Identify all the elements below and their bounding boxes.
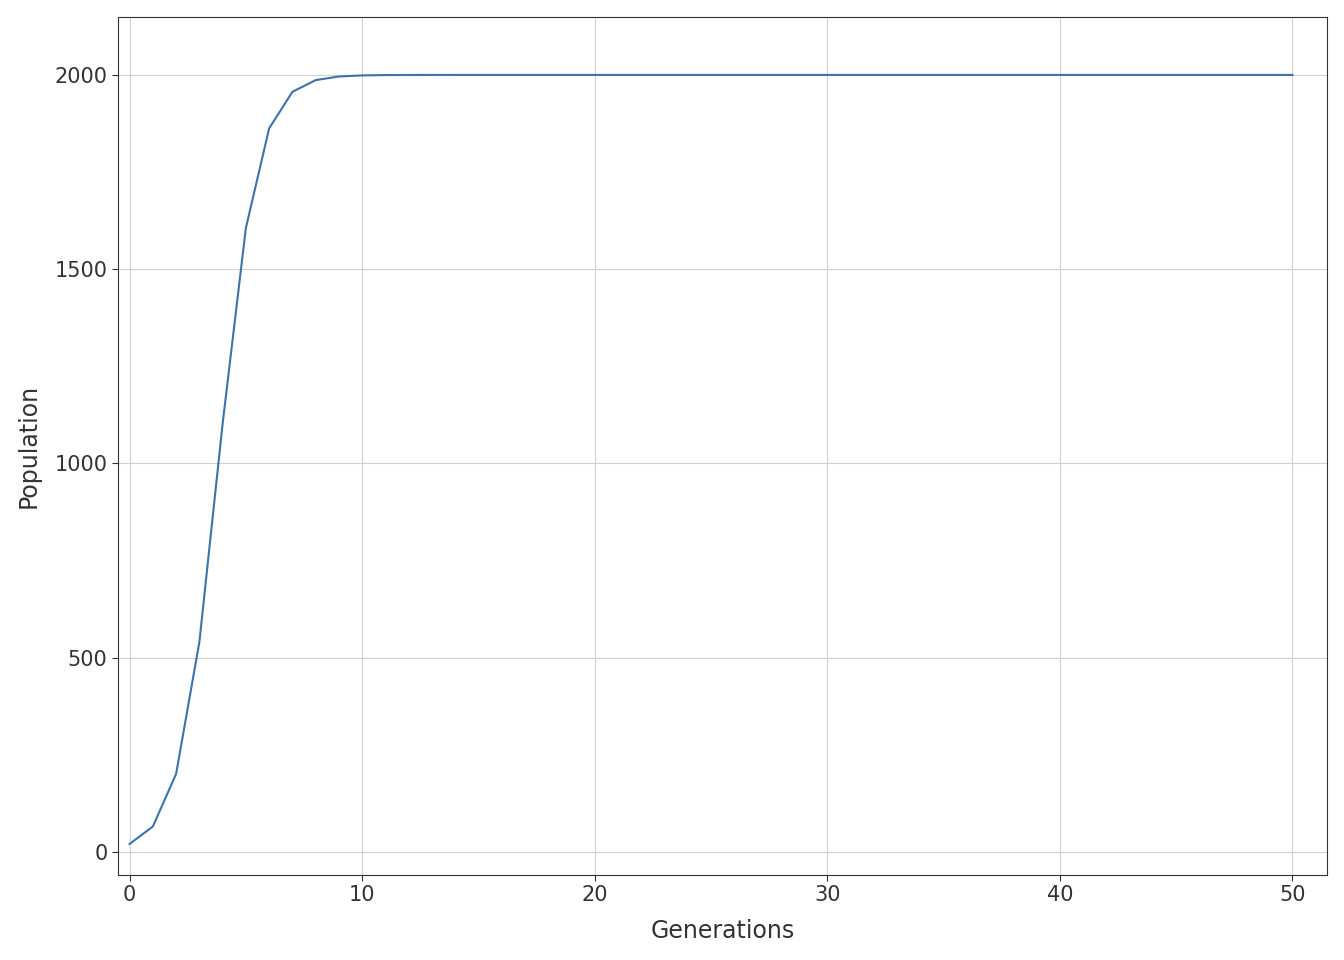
Y-axis label: Population: Population (16, 384, 40, 508)
X-axis label: Generations: Generations (650, 920, 794, 944)
